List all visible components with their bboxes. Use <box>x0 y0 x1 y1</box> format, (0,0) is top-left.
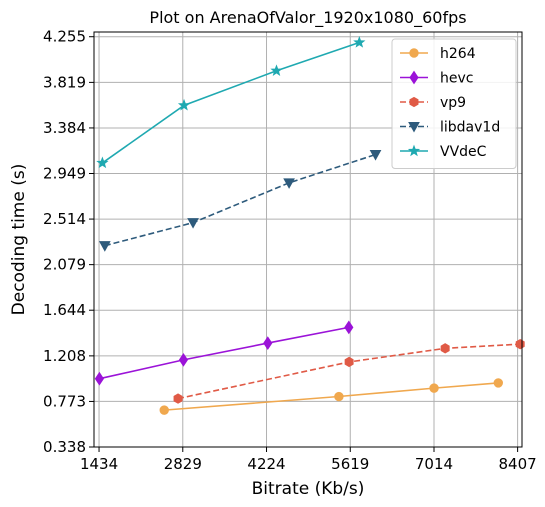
series-hevc <box>94 320 354 386</box>
y-tick-label: 2.949 <box>43 165 86 183</box>
y-tick-label: 2.079 <box>43 256 86 274</box>
legend-label: VVdeC <box>440 144 487 160</box>
data-point <box>98 241 111 252</box>
legend-box <box>391 38 517 169</box>
legend-label: hevc <box>440 71 473 87</box>
data-point <box>187 218 199 229</box>
legend-label: h264 <box>440 46 476 62</box>
data-point <box>94 371 105 386</box>
series-line <box>177 343 521 400</box>
x-tick-label: 5619 <box>331 455 369 473</box>
legend-label: libdav1d <box>440 120 500 136</box>
series-libdav1d <box>98 150 382 252</box>
y-tick-label: 4.255 <box>43 28 86 46</box>
legend-item: libdav1d <box>400 120 500 136</box>
series-line <box>99 326 349 380</box>
series-line <box>104 153 376 247</box>
legend-marker <box>408 122 420 133</box>
y-tick-label: 0.773 <box>43 392 86 410</box>
data-point <box>173 393 183 404</box>
data-point <box>283 178 295 189</box>
y-tick-label: 3.384 <box>43 119 86 137</box>
chart-title: Plot on ArenaOfValor_1920x1080_60fps <box>149 8 466 28</box>
legend-label: vp9 <box>440 95 466 111</box>
series-vp9 <box>173 338 525 404</box>
x-tick-label: 7014 <box>415 455 453 473</box>
data-point <box>177 98 191 111</box>
legend: h264 hevc vp9 libdav1d VVdeC <box>391 38 517 169</box>
legend-marker <box>407 144 421 157</box>
y-tick-label: 0.338 <box>43 438 86 456</box>
data-point <box>178 352 189 367</box>
data-point <box>493 378 503 388</box>
data-point <box>344 356 354 368</box>
y-tick-label: 3.819 <box>43 73 86 91</box>
series-layer <box>94 36 525 415</box>
series-line <box>101 41 360 164</box>
plot-frame <box>93 31 523 448</box>
x-tick-label: 1434 <box>80 455 118 473</box>
y-tick-label: 1.208 <box>43 347 86 365</box>
data-point <box>429 383 439 393</box>
data-point <box>353 36 366 48</box>
series-line <box>164 382 499 411</box>
ticks-layer: 1434 2829 4224 5619 7014 8407 0.338 0.773 1.208 1… <box>43 28 537 473</box>
data-point <box>96 156 109 169</box>
series-vvdec <box>96 36 366 169</box>
legend-item: hevc <box>400 71 473 87</box>
x-tick-label: 8407 <box>499 455 537 473</box>
legend-item: h264 <box>400 46 476 62</box>
data-point <box>515 338 525 350</box>
y-tick-label: 1.644 <box>43 301 86 319</box>
legend-marker <box>409 48 419 58</box>
data-point <box>159 405 169 415</box>
x-tick-label: 4224 <box>247 455 285 473</box>
y-axis-label: Decoding time (s) <box>9 164 29 316</box>
data-point <box>440 343 450 354</box>
data-point <box>369 150 382 161</box>
data-point <box>270 64 283 76</box>
x-axis-label: Bitrate (Kb/s) <box>252 479 365 499</box>
legend-marker <box>409 96 419 108</box>
data-point <box>344 320 354 335</box>
y-tick-label: 2.514 <box>43 210 86 228</box>
series-h264 <box>159 378 503 415</box>
legend-item: VVdeC <box>400 144 487 160</box>
data-point <box>263 336 273 350</box>
data-point <box>334 391 344 402</box>
legend-item: vp9 <box>400 95 466 111</box>
x-tick-label: 2829 <box>164 455 202 473</box>
legend-marker <box>409 70 419 85</box>
